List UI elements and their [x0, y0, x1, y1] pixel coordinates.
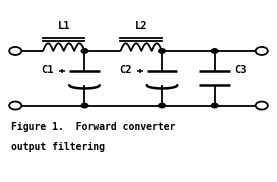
Text: C3: C3 [234, 66, 247, 75]
Text: C2: C2 [119, 66, 132, 75]
Circle shape [211, 103, 218, 108]
Text: Figure 1.  Forward converter: Figure 1. Forward converter [11, 122, 176, 132]
Circle shape [159, 49, 165, 53]
Text: L1: L1 [57, 21, 70, 31]
Circle shape [81, 49, 88, 53]
Circle shape [81, 103, 88, 108]
Circle shape [159, 103, 165, 108]
Text: C1: C1 [42, 66, 54, 75]
Circle shape [211, 49, 218, 53]
Text: L2: L2 [135, 21, 148, 31]
Text: output filtering: output filtering [11, 142, 105, 152]
